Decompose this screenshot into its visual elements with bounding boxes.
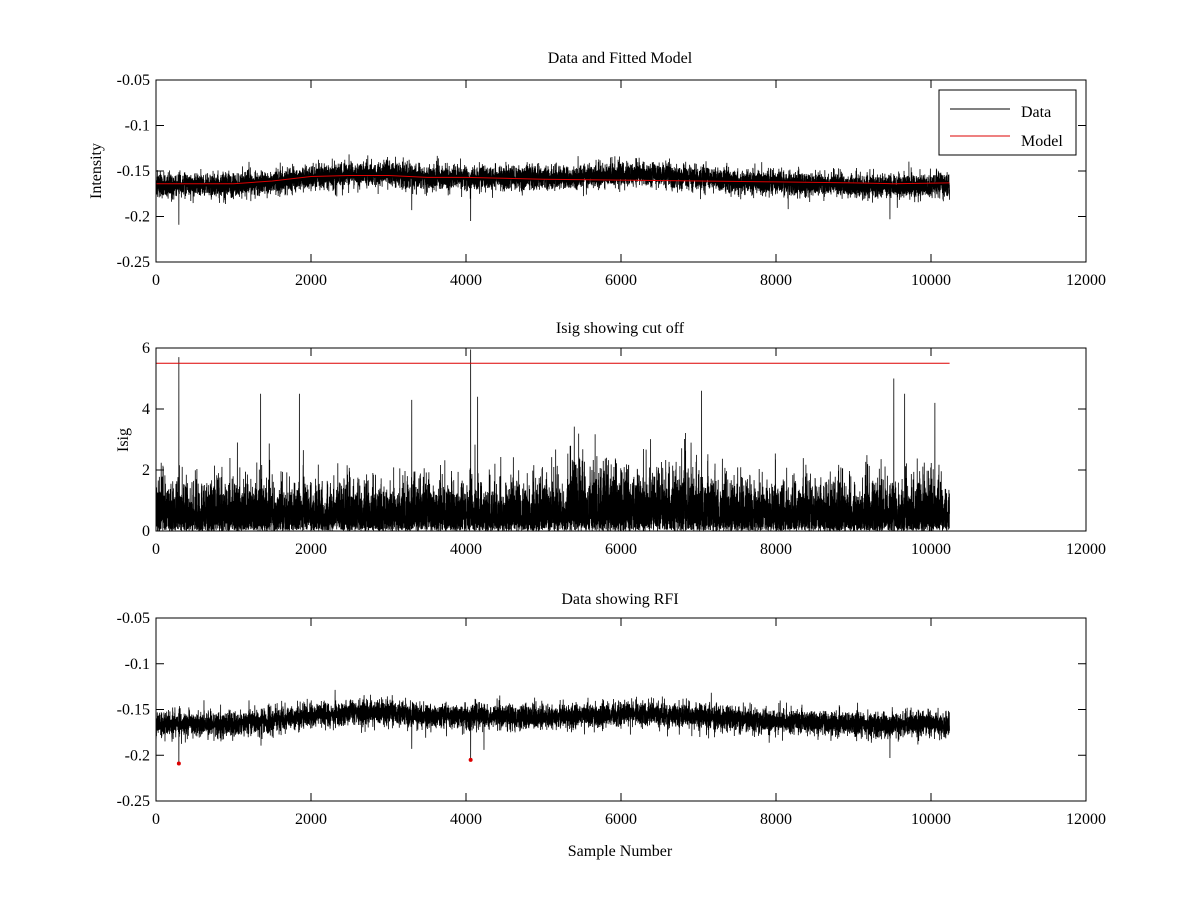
y-tick-label: -0.2 (125, 747, 150, 764)
plot-area: 0 2000 4000 6000 8000 10000 12000 0 2 4 6 (142, 340, 1106, 558)
y-tick-label: -0.15 (117, 163, 150, 180)
y-tick-label: 4 (142, 401, 150, 418)
legend-label-model: Model (1021, 133, 1063, 150)
panel-data-and-fitted-model: Data and Fitted Model Intensity 0 2000 400… (88, 50, 1106, 289)
rfi-point (468, 757, 473, 762)
series-line-data (156, 154, 950, 225)
x-tick-label: 2000 (295, 272, 327, 289)
panel-isig-showing-cut-off: Isig showing cut off Isig 0 2000 4000 6000 8… (115, 320, 1106, 558)
x-tick-label: 6000 (605, 811, 637, 828)
panel-data-showing-rfi: Data showing RFI Sample Number 0 2000 4000… (117, 591, 1106, 860)
y-axis-label: Isig (115, 428, 132, 452)
series-group (156, 154, 950, 225)
y-tick-label: -0.25 (117, 254, 150, 271)
x-tick-label: 8000 (760, 541, 792, 558)
x-tick-label: 8000 (760, 272, 792, 289)
legend: Data Model (938, 89, 1077, 156)
x-tick-label: 8000 (760, 811, 792, 828)
plot-area: 0 2000 4000 6000 8000 10000 12000 -0.05 -0.1 -0.1… (117, 72, 1106, 289)
x-tick-label: 12000 (1066, 811, 1106, 828)
x-tick-label: 12000 (1066, 272, 1106, 289)
y-tick-label: -0.1 (125, 118, 150, 135)
y-tick-label: -0.05 (117, 610, 150, 627)
rfi-point (176, 761, 181, 766)
x-tick-label: 4000 (450, 272, 482, 289)
x-tick-label: 2000 (295, 811, 327, 828)
y-tick-label: -0.2 (125, 209, 150, 226)
x-tick-label: 12000 (1066, 541, 1106, 558)
x-tick-label: 4000 (450, 811, 482, 828)
panel-title: Isig showing cut off (556, 320, 685, 337)
x-axis-label: Sample Number (568, 843, 673, 860)
y-tick-label: -0.25 (117, 793, 150, 810)
x-tick-label: 0 (152, 811, 160, 828)
x-tick-label: 6000 (605, 541, 637, 558)
plot-area: 0 2000 4000 6000 8000 10000 12000 -0.05 -0.1 -0.1… (117, 610, 1106, 828)
y-tick-label: 6 (142, 340, 150, 357)
y-tick-label: -0.05 (117, 72, 150, 89)
x-tick-label: 10000 (911, 272, 951, 289)
x-tick-label: 0 (152, 541, 160, 558)
panel-title: Data showing RFI (561, 591, 678, 608)
series-group (156, 349, 950, 531)
x-tick-label: 6000 (605, 272, 637, 289)
y-tick-label: -0.1 (125, 656, 150, 673)
x-tick-label: 0 (152, 272, 160, 289)
x-tick-label: 4000 (450, 541, 482, 558)
series-line-isig (156, 349, 950, 531)
series-line-model (156, 175, 950, 185)
series-group (156, 689, 950, 764)
y-tick-label: 0 (142, 523, 150, 540)
x-tick-label: 10000 (911, 541, 951, 558)
legend-label-data: Data (1021, 104, 1051, 121)
panel-title: Data and Fitted Model (548, 50, 693, 67)
y-tick-label: 2 (142, 462, 150, 479)
x-tick-label: 2000 (295, 541, 327, 558)
legend-box (938, 89, 1077, 156)
y-tick-label: -0.15 (117, 702, 150, 719)
series-line-data (156, 689, 950, 764)
y-axis-label: Intensity (88, 143, 105, 199)
x-tick-label: 10000 (911, 811, 951, 828)
